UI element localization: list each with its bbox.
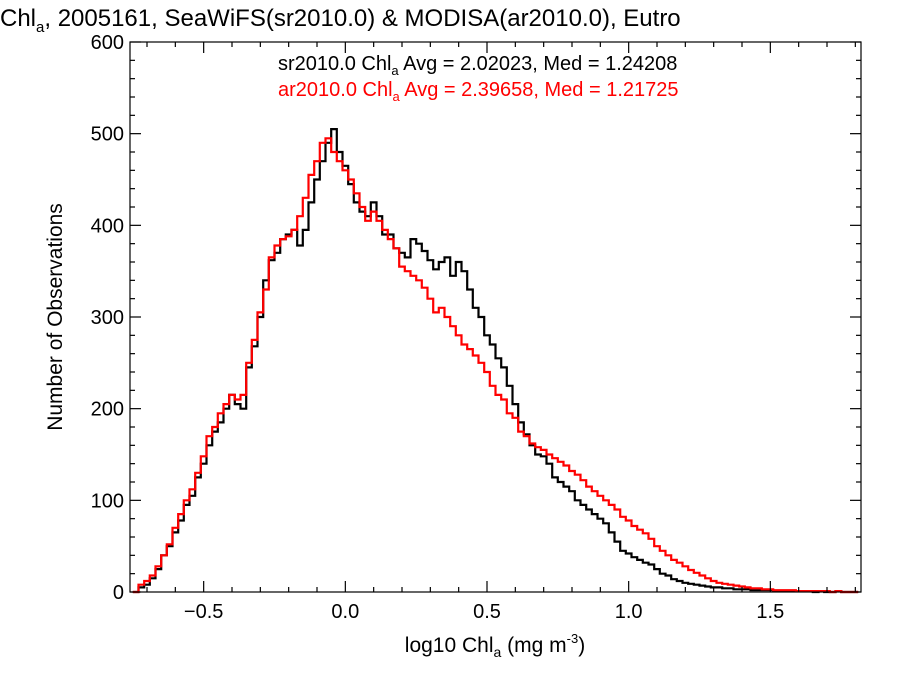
y-tick-label: 100 [91,490,124,512]
chart-title: Chla, 2005161, SeaWiFS(sr2010.0) & MODIS… [0,5,681,36]
y-tick-label: 400 [91,215,124,237]
y-tick-label: 200 [91,399,124,421]
x-tick-label: 0.0 [331,601,359,623]
y-tick-label: 0 [113,582,124,604]
series-layer [132,128,859,594]
series-line-ar [132,137,859,594]
ticks-layer: −0.5 0.0 0.5 1.0 1.5 0 100 200 300 400 500 600 [91,32,861,623]
annotation-ar: ar2010.0 Chla Avg = 2.39658, Med = 1.217… [278,79,679,104]
x-tick-label: −0.5 [184,601,223,623]
series-line-sr [132,128,859,594]
y-tick-label: 300 [91,307,124,329]
y-tick-label: 600 [91,32,124,54]
y-axis-label: Number of Observations [44,203,67,431]
x-tick-label: 1.5 [756,601,784,623]
y-tick-label: 500 [91,124,124,146]
plot-frame [129,41,862,593]
x-axis-label: log10 Chla (mg m-3) [405,631,585,660]
x-tick-label: 0.5 [473,601,501,623]
x-tick-label: 1.0 [615,601,643,623]
annotation-sr: sr2010.0 Chla Avg = 2.02023, Med = 1.242… [278,53,677,78]
